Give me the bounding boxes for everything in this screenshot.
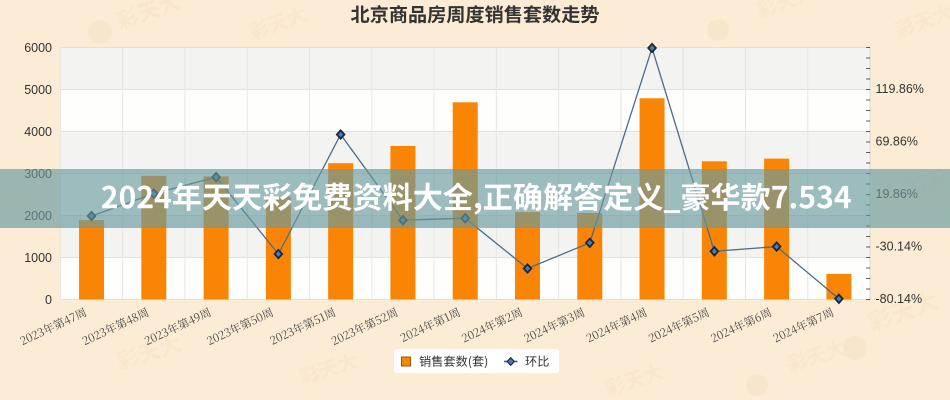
- svg-text:6000: 6000: [24, 41, 52, 55]
- svg-text:0: 0: [45, 293, 52, 307]
- svg-text:119.86%: 119.86%: [876, 82, 924, 96]
- svg-text:4000: 4000: [24, 125, 52, 139]
- svg-text:-30.14%: -30.14%: [876, 239, 923, 253]
- svg-text:-80.14%: -80.14%: [876, 292, 923, 306]
- svg-text:5000: 5000: [24, 83, 52, 97]
- svg-text:1000: 1000: [24, 251, 52, 265]
- svg-text:69.86%: 69.86%: [876, 134, 918, 148]
